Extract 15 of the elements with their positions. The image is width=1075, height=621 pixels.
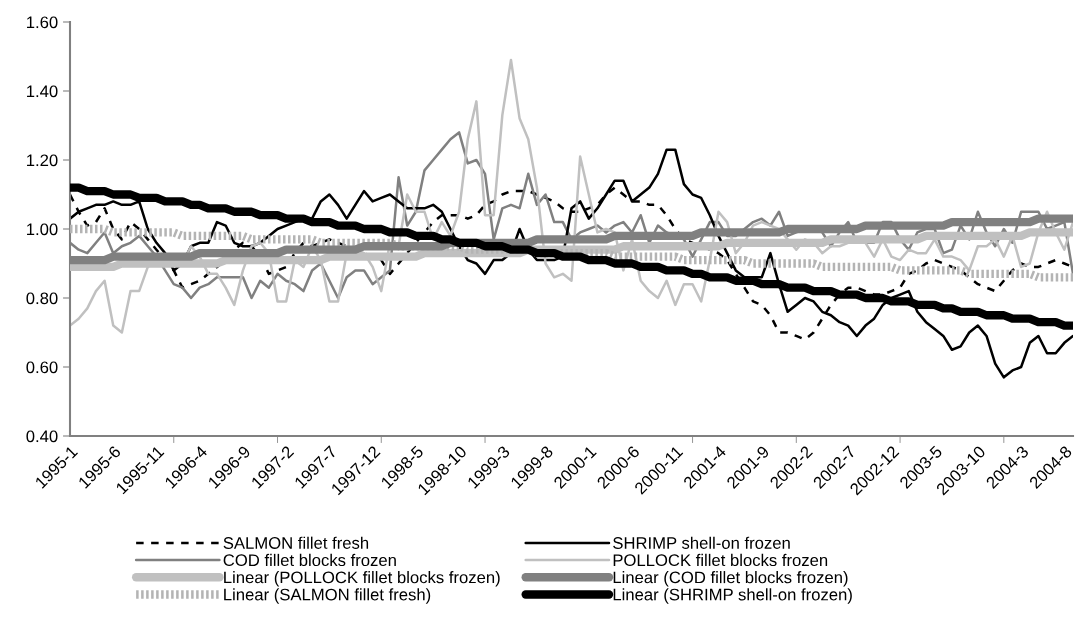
y-tick-label: 1.60 [27, 16, 58, 29]
legend-label: SALMON fillet fresh [223, 536, 369, 549]
legend-label: Linear (SALMON fillet fresh) [224, 588, 431, 604]
legend-label: COD fillet blocks frozen [223, 553, 396, 567]
y-tick-label: 1.20 [27, 154, 58, 167]
legend-label: Linear (SHRIMP shell-on frozen) [613, 588, 852, 604]
y-tick-label: 0.80 [26, 292, 58, 305]
y-tick-label: 0.60 [26, 361, 58, 374]
y-tick-label: 1.00 [27, 223, 58, 236]
legend-label: Linear (COD fillet blocks frozen) [613, 571, 848, 587]
legend-label: SHRIMP shell-on frozen [613, 536, 790, 549]
y-tick-label: 1.40 [27, 85, 58, 98]
y-tick-label: 0.40 [26, 430, 58, 443]
legend-label: Linear (POLLOCK fillet blocks frozen) [224, 571, 500, 587]
legend-label: POLLOCK fillet blocks frozen [613, 553, 828, 567]
